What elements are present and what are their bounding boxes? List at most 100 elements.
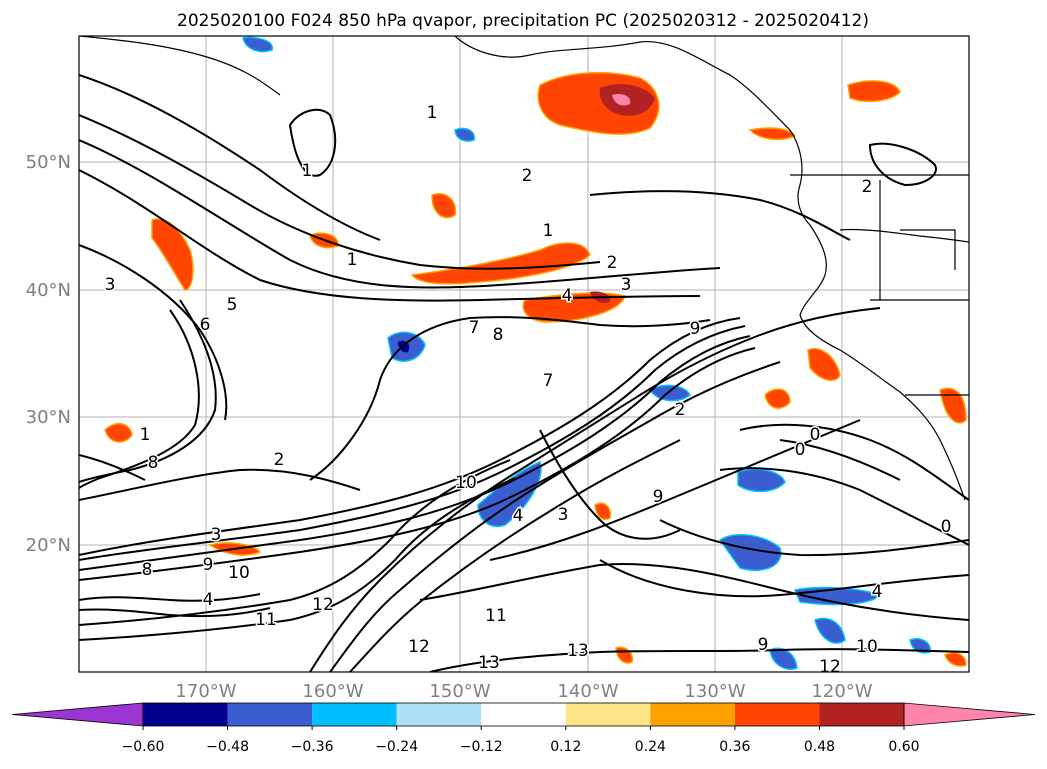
contour-label: 1 xyxy=(302,161,313,181)
lon-label-130w: 130°W xyxy=(684,681,745,702)
colorbar-segment xyxy=(481,703,566,726)
contour-label: 3 xyxy=(558,505,569,525)
contour-label: 7 xyxy=(469,318,480,338)
contour-label: 8 xyxy=(493,325,504,345)
coastline-aleutians xyxy=(79,36,281,96)
contour-8 xyxy=(309,316,711,481)
contour-11c xyxy=(419,563,969,621)
contour-label: 9 xyxy=(690,319,701,339)
contour-label: 13 xyxy=(567,641,589,661)
lon-label-140w: 140°W xyxy=(557,681,618,702)
map-title: 2025020100 F024 850 hPa qvapor, precipit… xyxy=(177,11,869,31)
contour-label: 1 xyxy=(427,103,438,123)
contour-6 xyxy=(79,309,200,489)
colorbar-extend-high xyxy=(903,702,1036,727)
contour-9c xyxy=(79,335,751,571)
contour-label: 5 xyxy=(227,295,238,315)
contour-label: 2 xyxy=(675,400,686,420)
contour-1-closed xyxy=(288,108,337,177)
contour-label: 4 xyxy=(203,590,214,610)
dry-patch-north-2 xyxy=(242,36,273,53)
coastline-north-america xyxy=(454,36,966,501)
colorbar xyxy=(11,702,1036,730)
colorbar-tick-label: 0.12 xyxy=(550,739,581,755)
contour-label: 4 xyxy=(513,506,524,526)
contour-3b xyxy=(659,519,969,557)
contour-1c xyxy=(589,190,851,241)
lon-label-160w: 160°W xyxy=(302,681,363,702)
precip-patch-west-28n xyxy=(104,423,133,443)
contour-label: 9 xyxy=(758,635,769,655)
colorbar-segment xyxy=(565,703,651,726)
contour-label: 3 xyxy=(211,525,222,545)
lat-label-40n: 40°N xyxy=(26,280,71,301)
graticule xyxy=(79,36,969,672)
colorbar-segment xyxy=(396,703,482,726)
colorbar-segment xyxy=(227,703,313,726)
contour-4c xyxy=(599,559,969,598)
lon-label-150w: 150°W xyxy=(429,681,490,702)
contour-label: 12 xyxy=(408,637,430,657)
contour-label: 1 xyxy=(140,425,151,445)
colorbar-tick-label: 0.48 xyxy=(804,739,835,755)
colorbar-segment xyxy=(312,703,397,726)
colorbar-segment xyxy=(734,703,820,726)
colorbar-extend-low xyxy=(11,702,144,727)
contour-label: 2 xyxy=(274,450,285,470)
contour-3 xyxy=(79,169,701,302)
colorbar-segment xyxy=(650,703,735,726)
contour-label: 10 xyxy=(455,473,477,493)
contour-label: 7 xyxy=(543,371,554,391)
lon-label-170w: 170°W xyxy=(175,681,236,702)
dry-patch-south-3 xyxy=(814,617,846,644)
map-frame xyxy=(78,35,970,673)
contour-9a xyxy=(79,317,741,556)
contour-label: 3 xyxy=(621,275,632,295)
precip-patch-band-42n xyxy=(410,242,591,285)
precip-patches xyxy=(104,36,967,670)
contour-9b xyxy=(79,325,746,561)
precip-patch-small-5 xyxy=(944,652,967,667)
precip-patch-small-2 xyxy=(431,193,457,219)
contour-label: 10 xyxy=(856,637,878,657)
contour-0b xyxy=(719,467,969,546)
coastlines xyxy=(79,36,969,501)
contour-label: 12 xyxy=(312,595,334,615)
precip-patch-canada xyxy=(847,80,901,103)
colorbar-tick-label: −0.60 xyxy=(122,739,165,755)
contour-7 xyxy=(79,468,361,501)
contour-label: 1 xyxy=(347,250,358,270)
contour-10b xyxy=(79,593,261,602)
contour-label: 0 xyxy=(941,517,952,537)
precip-patch-california xyxy=(807,348,841,382)
contour-12c xyxy=(349,439,681,672)
contour-label: 4 xyxy=(872,582,883,602)
precip-patch-gulf-alaska-peak xyxy=(612,94,631,106)
contour-label: 0 xyxy=(795,440,806,460)
colorbar-border xyxy=(142,702,905,727)
contour-label: 6 xyxy=(200,315,211,335)
boundary-state-2 xyxy=(900,229,956,270)
contour-label: 10 xyxy=(228,563,250,583)
lat-label-50n: 50°N xyxy=(26,152,71,173)
contour-label: 8 xyxy=(148,453,159,473)
contour-label: 3 xyxy=(105,275,116,295)
colorbar-tick-label: −0.24 xyxy=(375,739,418,755)
contour-9d xyxy=(79,607,271,618)
contour-label: 4 xyxy=(562,286,573,306)
contour-label: 9 xyxy=(653,487,664,507)
contour-2b xyxy=(539,429,681,540)
dry-patch-south-4 xyxy=(769,647,798,670)
contour-label: 12 xyxy=(819,657,841,677)
colorbar-tick-label: 0.36 xyxy=(719,739,750,755)
colorbar-tick-label: −0.12 xyxy=(460,739,503,755)
contour-12b xyxy=(329,361,781,672)
contour-label: 2 xyxy=(522,166,533,186)
dry-patch-north-1 xyxy=(454,127,475,142)
precip-patch-small-6 xyxy=(594,502,612,520)
latitude-labels: 50°N 40°N 30°N 20°N xyxy=(26,152,71,556)
contour-13 xyxy=(429,648,969,672)
